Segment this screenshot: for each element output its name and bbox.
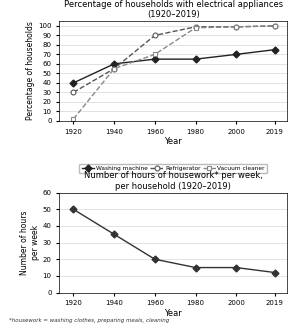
- Refrigerator: [234, 25, 238, 29]
- Legend: Washing machine, Refrigerator, Vacuum cleaner: Washing machine, Refrigerator, Vacuum cl…: [79, 164, 267, 174]
- Washing machine: [273, 48, 277, 52]
- Y-axis label: Number of hours
per week: Number of hours per week: [20, 210, 40, 275]
- Hours per week: [194, 266, 197, 269]
- Refrigerator: [72, 90, 75, 94]
- Vacuum cleaner: [153, 52, 157, 56]
- X-axis label: Year: Year: [164, 309, 182, 318]
- Washing machine: [234, 52, 238, 56]
- Washing machine: [72, 81, 75, 85]
- Line: Refrigerator: Refrigerator: [71, 23, 277, 95]
- Refrigerator: [194, 25, 197, 29]
- Hours per week: [72, 207, 75, 211]
- Title: Percentage of households with electrical appliances
(1920–2019): Percentage of households with electrical…: [64, 0, 283, 19]
- Vacuum cleaner: [234, 25, 238, 29]
- Refrigerator: [273, 24, 277, 28]
- Vacuum cleaner: [273, 24, 277, 28]
- Vacuum cleaner: [72, 117, 75, 121]
- Vacuum cleaner: [194, 26, 197, 30]
- Hours per week: [234, 266, 238, 269]
- Line: Vacuum cleaner: Vacuum cleaner: [71, 23, 277, 122]
- X-axis label: Year: Year: [164, 137, 182, 146]
- Title: Number of hours of housework* per week,
per household (1920–2019): Number of hours of housework* per week, …: [84, 171, 263, 190]
- Refrigerator: [153, 33, 157, 37]
- Hours per week: [273, 271, 277, 275]
- Washing machine: [112, 62, 116, 66]
- Vacuum cleaner: [112, 67, 116, 71]
- Y-axis label: Percentage of households: Percentage of households: [26, 21, 35, 121]
- Hours per week: [153, 257, 157, 261]
- Line: Hours per week: Hours per week: [71, 207, 277, 275]
- Hours per week: [112, 232, 116, 236]
- Text: *housework = washing clothes, preparing meals, cleaning: *housework = washing clothes, preparing …: [9, 318, 169, 323]
- Washing machine: [194, 57, 197, 61]
- Washing machine: [153, 57, 157, 61]
- Line: Washing machine: Washing machine: [71, 47, 277, 85]
- Refrigerator: [112, 67, 116, 71]
